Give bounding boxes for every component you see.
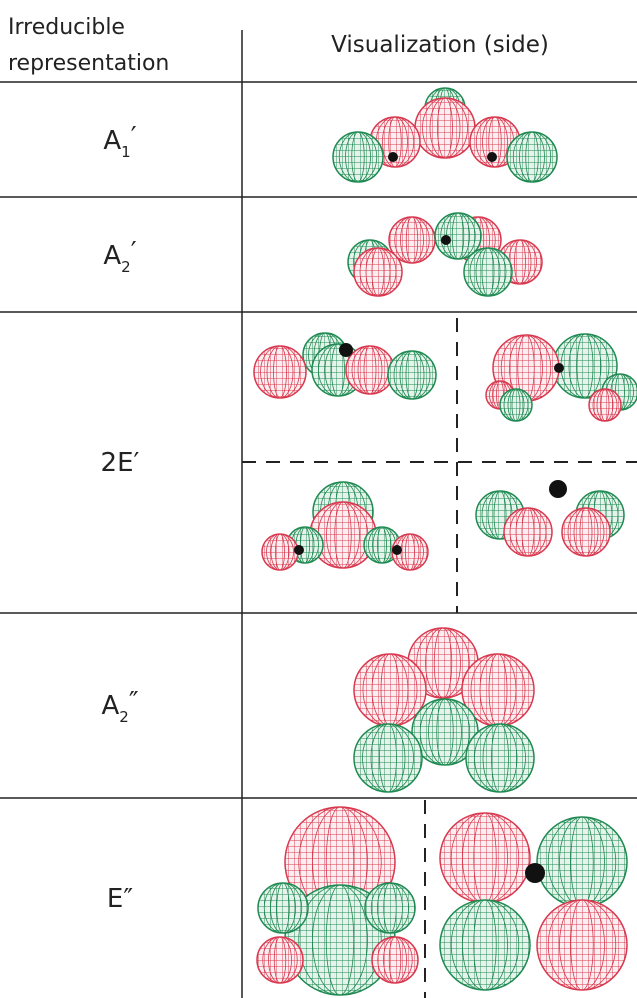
header-text: representation	[8, 51, 169, 76]
orbital-lobe	[562, 508, 610, 556]
orbital-lobe	[440, 813, 530, 903]
orbital-lobe	[500, 389, 532, 421]
orbital-lobe	[257, 937, 303, 983]
atom	[392, 545, 402, 555]
atom	[554, 363, 564, 373]
row-label-prime: ′	[131, 237, 137, 267]
row-label-prime: ″	[129, 687, 139, 717]
orbital-lobe	[504, 508, 552, 556]
orbital-lobe	[354, 248, 402, 296]
orbital-lobe	[440, 900, 530, 990]
orbital-lobe	[262, 534, 298, 570]
orbital-lobe	[354, 654, 426, 726]
row-label: A2′	[103, 237, 136, 276]
header-text: Visualization (side)	[331, 32, 549, 58]
atom	[294, 545, 304, 555]
header-text: Irreducible	[8, 15, 125, 40]
atom	[441, 235, 451, 245]
orbital-lobe	[415, 98, 475, 158]
atom	[525, 863, 545, 883]
row-label: A1′	[103, 122, 136, 161]
orbital-visualizations	[254, 88, 637, 995]
orbital-lobe	[537, 817, 627, 907]
orbital-lobe	[258, 883, 308, 933]
row-label: 2E′	[101, 448, 140, 478]
atom	[339, 343, 353, 357]
row-label-label: 2E	[101, 448, 134, 478]
row-label: A2″	[101, 687, 138, 726]
orbital-lobe	[346, 346, 394, 394]
orbital-lobe	[507, 132, 557, 182]
row-label-subscript: 2	[119, 708, 129, 726]
orbital-lobe	[388, 351, 436, 399]
row-label-prime: ″	[123, 884, 133, 914]
orbital-lobe	[354, 724, 422, 792]
orbital-lobe	[254, 346, 306, 398]
orbital-lobe	[372, 937, 418, 983]
row-label-subscript: 2	[121, 258, 131, 276]
orbital-lobe	[466, 724, 534, 792]
atom	[487, 152, 497, 162]
row-label-label: A	[103, 126, 121, 156]
orbital-lobe	[365, 883, 415, 933]
orbital-lobe	[589, 389, 621, 421]
atom	[388, 152, 398, 162]
orbital-lobe	[464, 248, 512, 296]
atom	[549, 480, 567, 498]
figure-table: Irreducible representation Visualization…	[0, 0, 637, 998]
row-label-prime: ′	[134, 448, 140, 478]
row-label-label: E	[107, 884, 123, 914]
row-label-label: A	[101, 691, 119, 721]
row-label-prime: ′	[131, 122, 137, 152]
row-label: E″	[107, 884, 133, 914]
orbital-lobe	[537, 900, 627, 990]
row-label-label: A	[103, 241, 121, 271]
row-label-subscript: 1	[121, 143, 131, 161]
orbital-lobe	[333, 132, 383, 182]
